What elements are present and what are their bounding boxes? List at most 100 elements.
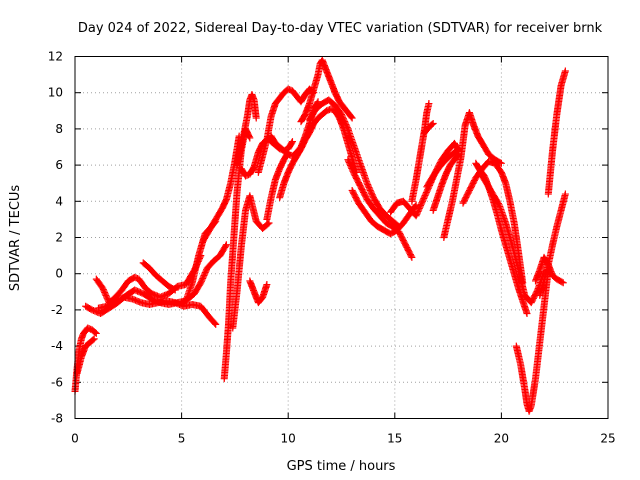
data-point-fill	[247, 164, 257, 177]
data-point-fill	[302, 130, 313, 143]
data-point-fill	[222, 322, 232, 356]
data-point-fill	[536, 304, 548, 345]
data-point-fill	[326, 97, 338, 108]
data-point-fill	[211, 253, 223, 264]
x-axis-label: GPS time / hours	[287, 459, 396, 474]
data-point-fill	[206, 314, 219, 327]
y-tick-label: -4	[51, 339, 63, 353]
data-point-fill	[272, 140, 283, 150]
series-arc-19	[306, 96, 403, 231]
data-point-fill	[344, 141, 356, 160]
data-point-fill	[430, 195, 441, 213]
data-point-fill	[298, 112, 309, 124]
data-point-fill	[268, 133, 279, 146]
data-point-fill	[383, 213, 396, 224]
data-point-fill	[204, 258, 217, 271]
data-point-fill	[357, 163, 371, 186]
data-point-fill	[328, 106, 338, 114]
data-point-fill	[362, 209, 374, 224]
data-points	[71, 56, 569, 415]
data-point-fill	[394, 220, 406, 233]
data-point-fill	[492, 156, 504, 167]
data-point-fill	[277, 144, 287, 154]
data-point-fill	[368, 218, 381, 230]
data-point-fill	[119, 278, 131, 293]
data-point-fill	[345, 110, 355, 121]
data-point-fill	[449, 146, 462, 157]
data-point-fill	[423, 101, 433, 115]
data-point-fill	[220, 351, 230, 381]
data-point-fill	[510, 221, 522, 254]
data-point-fill	[272, 166, 283, 182]
data-point-fill	[526, 403, 535, 414]
data-point-fill	[515, 286, 526, 303]
data-point-fill	[489, 197, 501, 217]
data-point-fill	[422, 124, 432, 135]
data-point-fill	[298, 92, 309, 105]
data-point-fill	[285, 139, 296, 152]
data-point-fill	[87, 336, 97, 346]
data-point-fill	[223, 181, 234, 202]
data-point-fill	[430, 164, 443, 179]
data-point-fill	[230, 190, 241, 240]
data-point-fill	[263, 195, 275, 222]
chart-title: Day 024 of 2022, Sidereal Day-to-day VTE…	[78, 21, 603, 36]
data-point-fill	[272, 95, 283, 106]
data-point-fill	[164, 297, 178, 306]
series-arc-23	[408, 100, 433, 205]
data-point-fill	[351, 172, 364, 189]
data-point-fill	[340, 104, 351, 116]
data-point-fill	[277, 90, 287, 101]
data-point-fill	[314, 61, 324, 77]
data-point-fill	[179, 296, 191, 306]
data-point-fill	[440, 217, 452, 240]
data-point-fill	[466, 110, 477, 128]
data-point-fill	[147, 299, 161, 308]
data-point-fill	[78, 343, 89, 360]
data-point-fill	[313, 100, 325, 112]
y-ticks: -8 -6 -4 -2 0 2 4 6 8 10 12	[48, 50, 608, 426]
data-point-fill	[549, 224, 560, 247]
data-point-fill	[434, 182, 445, 200]
data-point-fill	[197, 266, 211, 285]
data-point-fill	[419, 184, 432, 204]
data-point-fill	[280, 170, 292, 186]
series-arc-1	[71, 324, 100, 395]
data-point-fill	[276, 157, 287, 171]
data-point-fill	[364, 197, 377, 211]
data-point-fill	[227, 235, 238, 285]
data-point-fill	[553, 97, 563, 117]
data-point-fill	[527, 376, 539, 408]
data-point-fill	[349, 188, 362, 206]
data-point-fill	[306, 106, 319, 122]
series-arc-10	[229, 192, 273, 332]
data-point-fill	[198, 303, 212, 320]
data-point-fill	[457, 123, 469, 160]
data-point-fill	[185, 291, 197, 302]
data-point-fill	[302, 101, 313, 117]
data-point-fill	[293, 146, 304, 159]
data-point-fill	[327, 79, 339, 95]
data-point-fill	[460, 188, 473, 206]
y-tick-label: 12	[48, 50, 63, 64]
data-point-fill	[266, 135, 274, 144]
data-point-fill	[243, 171, 252, 179]
data-point-fill	[528, 287, 541, 305]
data-point-fill	[370, 206, 383, 219]
data-point-fill	[158, 290, 171, 301]
data-point-fill	[486, 151, 498, 163]
data-point-fill	[74, 354, 85, 376]
data-point-fill	[557, 192, 569, 213]
data-point-fill	[345, 157, 358, 177]
data-point-fill	[521, 387, 531, 407]
data-point-fill	[246, 278, 258, 294]
data-point-fill	[190, 301, 203, 310]
data-point-fill	[412, 152, 424, 182]
data-point-fill	[259, 282, 270, 300]
data-point-fill	[306, 87, 317, 106]
data-point-fill	[498, 170, 509, 186]
data-point-fill	[130, 296, 144, 306]
data-point-fill	[319, 57, 330, 74]
data-point-fill	[550, 272, 560, 282]
data-point-fill	[466, 175, 479, 193]
